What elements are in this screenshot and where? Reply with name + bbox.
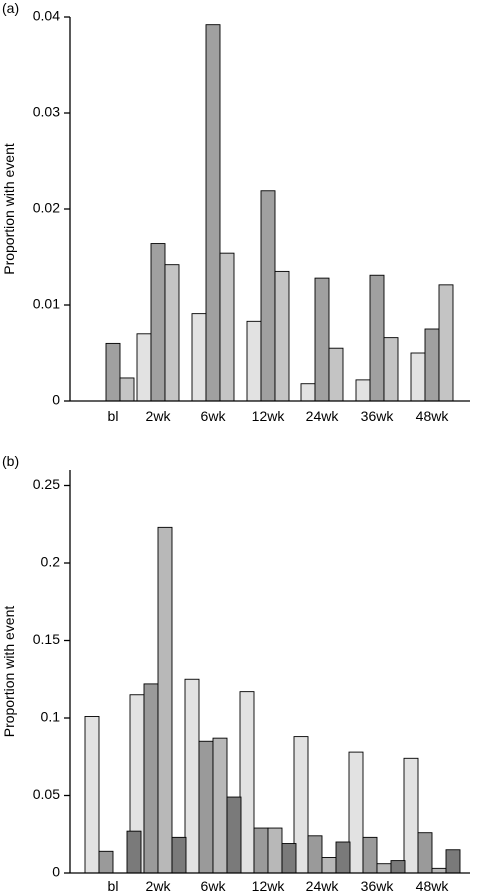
bar-2wk-series-3 [157, 526, 173, 874]
y-tick-label: 0.05 [33, 786, 60, 802]
chart-panel-a: (a) Proportion with event 0 0.01 0.02 0.03 0.0… [1, 0, 470, 424]
bar-12wk-series-1 [239, 691, 255, 874]
bar-24wk-series-2 [314, 277, 330, 402]
y-tick-label: 0.15 [33, 631, 60, 647]
bar-24wk-series-4 [335, 841, 351, 874]
chart-panel-b: (b) Proportion with event 0 0.05 0.1 0.15 0.2 0… [1, 453, 470, 894]
panel-label: (a) [2, 0, 19, 16]
bar-bl-series-4 [126, 830, 142, 874]
y-tick-label: 0 [52, 864, 60, 880]
bar-48wk-series-3 [438, 284, 454, 402]
bar-48wk-series-2 [417, 832, 433, 874]
bar-6wk-series-3 [212, 737, 228, 874]
x-tick-label: 2wk [146, 878, 172, 894]
bar-6wk-series-3 [219, 252, 235, 402]
y-tick-label: 0.2 [41, 554, 61, 570]
x-tick-label: 48wk [416, 408, 450, 424]
x-tick-label: 12wk [252, 878, 286, 894]
bar-48wk-series-1 [403, 757, 419, 874]
bar-bl-series-2 [98, 850, 114, 874]
y-tick-label: 0.02 [33, 200, 60, 216]
bar-48wk-series-2 [424, 328, 440, 402]
y-tick-label: 0.04 [33, 8, 60, 24]
bar-12wk-series-2 [253, 827, 269, 874]
x-tick-label: 12wk [252, 408, 286, 424]
bar-bl-series-3 [119, 377, 135, 402]
bar-36wk-series-1 [355, 379, 371, 402]
bar-36wk-series-3 [383, 337, 399, 402]
y-tick-label: 0.01 [33, 296, 60, 312]
y-tick-label: 0.03 [33, 104, 60, 120]
bar-12wk-series-3 [274, 270, 290, 402]
bar-12wk-series-3 [267, 827, 283, 874]
bar-24wk-series-3 [321, 857, 337, 874]
y-axis-label: Proportion with event [1, 143, 17, 275]
bar-bl-series-1 [84, 716, 100, 874]
bar-6wk-series-1 [184, 678, 200, 874]
bar-6wk-series-2 [205, 24, 221, 402]
y-axis-label: Proportion with event [1, 606, 17, 738]
bar-36wk-series-2 [369, 274, 385, 402]
x-tick-label: 48wk [416, 878, 450, 894]
bar-bl-series-2 [105, 342, 121, 402]
x-tick-label: bl [108, 878, 119, 894]
bar-2wk-series-4 [171, 836, 187, 874]
x-tick-label: 36wk [361, 878, 395, 894]
bar-24wk-series-2 [307, 835, 323, 874]
bar-6wk-series-1 [191, 313, 207, 402]
bar-12wk-series-2 [260, 190, 276, 402]
x-tick-label: bl [108, 408, 119, 424]
bar-12wk-series-1 [246, 320, 262, 402]
bar-48wk-series-1 [410, 352, 426, 402]
x-tick-label: 2wk [146, 408, 172, 424]
bar-36wk-series-2 [362, 836, 378, 874]
x-tick-label: 36wk [361, 408, 395, 424]
x-tick-label: 24wk [306, 878, 340, 894]
x-tick-label: 6wk [201, 878, 227, 894]
bar-24wk-series-3 [328, 347, 344, 402]
x-tick-label: 24wk [306, 408, 340, 424]
y-tick-label: 0.1 [41, 709, 61, 725]
bar-36wk-series-3 [376, 863, 392, 874]
bar-24wk-series-1 [300, 383, 316, 402]
bar-2wk-series-2 [150, 243, 166, 402]
y-tick-label: 0 [52, 392, 60, 408]
x-tick-label: 6wk [201, 408, 227, 424]
bar-12wk-series-4 [281, 843, 297, 874]
bar-36wk-series-1 [348, 751, 364, 874]
bar-2wk-series-3 [164, 264, 180, 402]
bar-2wk-series-2 [143, 683, 159, 874]
bar-6wk-series-4 [226, 796, 242, 874]
bar-6wk-series-2 [198, 740, 214, 874]
bar-48wk-series-3 [431, 867, 447, 874]
panel-label: (b) [2, 453, 19, 469]
bar-36wk-series-4 [390, 860, 406, 874]
y-tick-label: 0.25 [33, 476, 60, 492]
bar-2wk-series-1 [136, 333, 152, 402]
bar-48wk-series-4 [445, 849, 461, 874]
